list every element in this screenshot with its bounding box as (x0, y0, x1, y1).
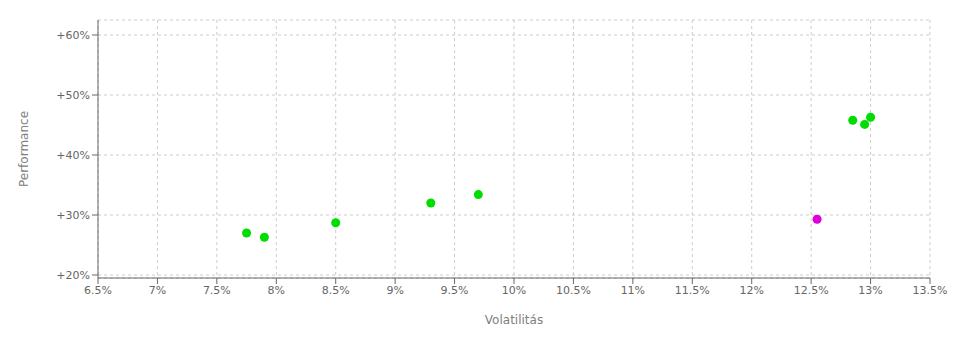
svg-text:13%: 13% (858, 284, 882, 297)
svg-text:+60%: +60% (56, 29, 90, 42)
svg-text:7.5%: 7.5% (203, 284, 231, 297)
svg-text:Performance: Performance (17, 111, 31, 187)
svg-text:+30%: +30% (56, 209, 90, 222)
svg-text:7%: 7% (149, 284, 166, 297)
svg-text:10%: 10% (502, 284, 526, 297)
svg-text:12.5%: 12.5% (794, 284, 829, 297)
svg-text:10.5%: 10.5% (556, 284, 591, 297)
svg-text:9.5%: 9.5% (441, 284, 469, 297)
svg-text:11.5%: 11.5% (675, 284, 710, 297)
svg-text:+20%: +20% (56, 269, 90, 282)
svg-text:8%: 8% (268, 284, 285, 297)
svg-text:9%: 9% (386, 284, 403, 297)
svg-text:+40%: +40% (56, 149, 90, 162)
svg-text:13.5%: 13.5% (913, 284, 948, 297)
svg-text:8.5%: 8.5% (322, 284, 350, 297)
svg-text:+50%: +50% (56, 89, 90, 102)
svg-text:11%: 11% (621, 284, 645, 297)
svg-text:6.5%: 6.5% (84, 284, 112, 297)
svg-text:Volatilitás: Volatilitás (485, 313, 543, 327)
svg-text:12%: 12% (739, 284, 763, 297)
